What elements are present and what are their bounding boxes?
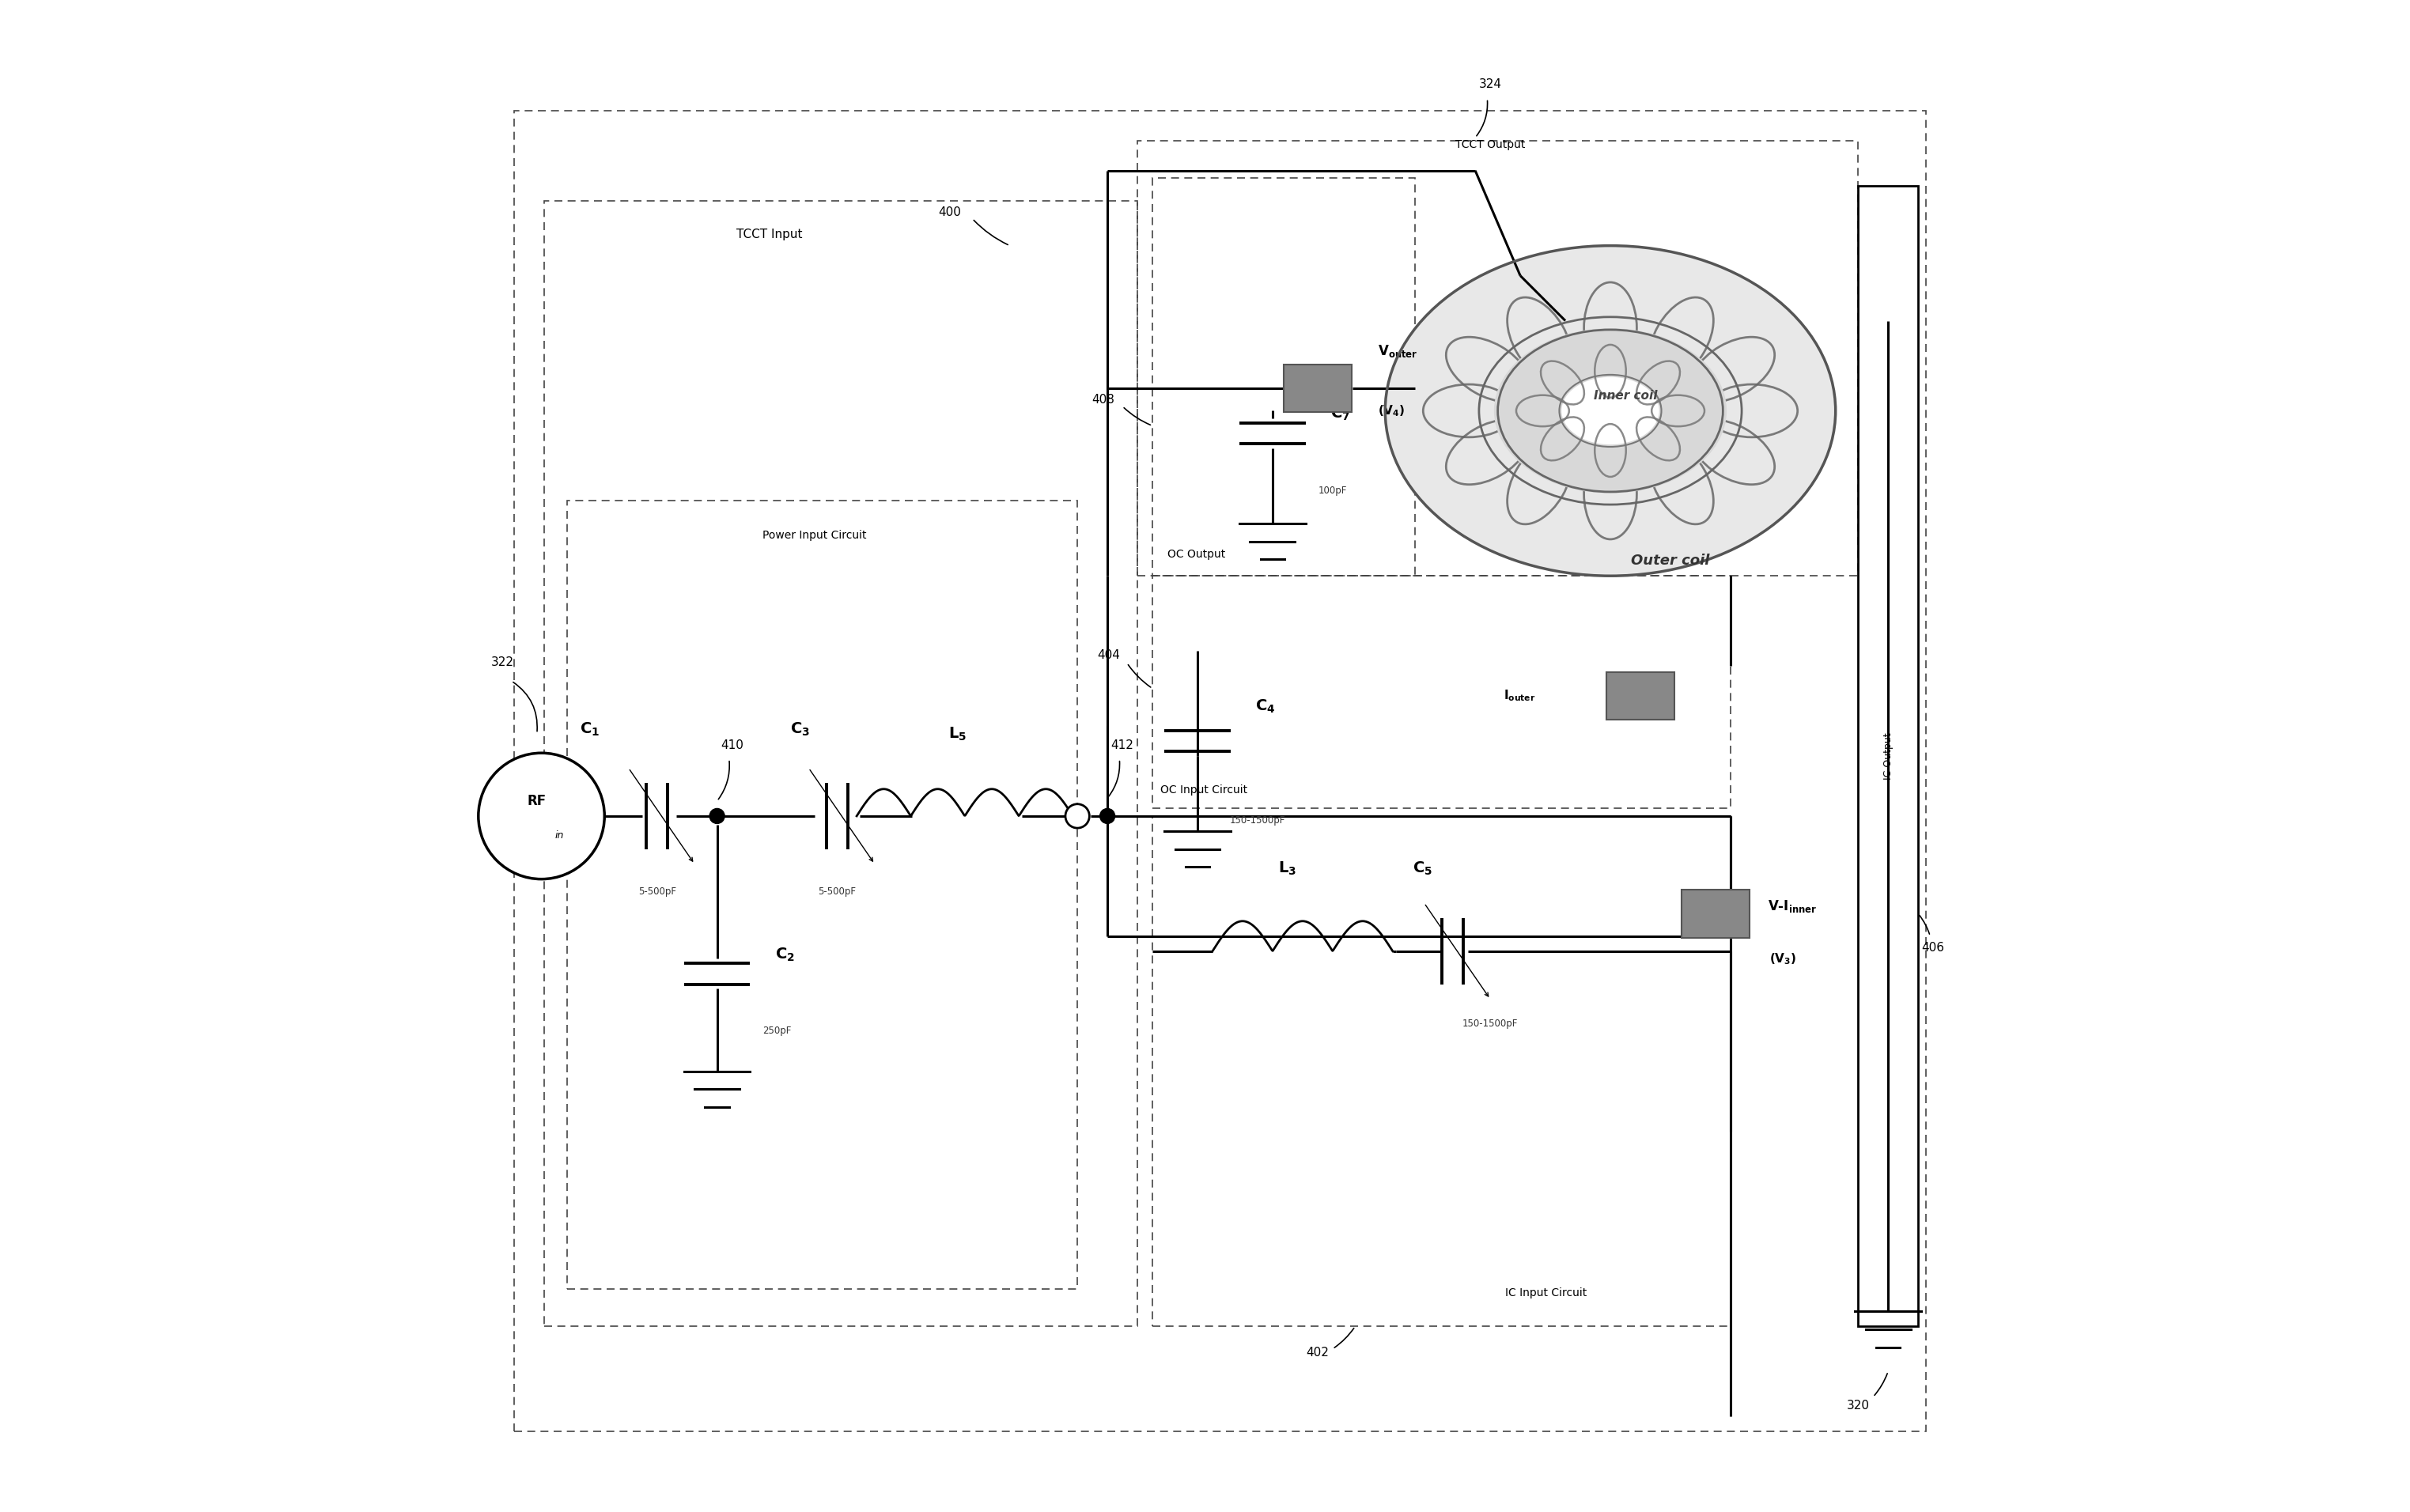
Ellipse shape <box>1494 328 1726 493</box>
Text: 322: 322 <box>492 656 513 668</box>
Text: $\mathbf{C_4}$: $\mathbf{C_4}$ <box>1256 699 1275 715</box>
Text: Inner coil: Inner coil <box>1593 390 1658 402</box>
Circle shape <box>477 753 605 878</box>
Text: 5-500pF: 5-500pF <box>819 886 856 897</box>
Text: $\mathbf{(V_4)}$: $\mathbf{(V_4)}$ <box>1379 404 1405 419</box>
Text: Outer coil: Outer coil <box>1632 553 1709 569</box>
Text: TCCT Output: TCCT Output <box>1456 139 1526 151</box>
Text: $\mathbf{V}$-$\mathbf{I_{inner}}$: $\mathbf{V}$-$\mathbf{I_{inner}}$ <box>1769 898 1817 915</box>
Text: 320: 320 <box>1846 1400 1870 1411</box>
Bar <box>1285 364 1352 413</box>
Text: in: in <box>554 830 564 841</box>
Text: OC Output: OC Output <box>1166 549 1224 561</box>
Text: 410: 410 <box>721 739 745 751</box>
Text: IC Input Circuit: IC Input Circuit <box>1506 1288 1586 1299</box>
Bar <box>1682 889 1750 937</box>
Ellipse shape <box>1506 336 1716 485</box>
Text: $\mathbf{L_5}$: $\mathbf{L_5}$ <box>947 726 966 742</box>
Text: 412: 412 <box>1111 739 1133 751</box>
Text: IC Output: IC Output <box>1882 732 1894 780</box>
Circle shape <box>709 809 725 824</box>
Text: 324: 324 <box>1480 79 1501 91</box>
Text: $\mathbf{V_{outer}}$: $\mathbf{V_{outer}}$ <box>1379 343 1417 358</box>
Ellipse shape <box>1562 376 1658 445</box>
Text: 400: 400 <box>937 206 962 218</box>
Text: 406: 406 <box>1921 942 1945 954</box>
Text: $\mathbf{C_1}$: $\mathbf{C_1}$ <box>578 721 600 738</box>
Text: 404: 404 <box>1097 649 1121 661</box>
Text: 150-1500pF: 150-1500pF <box>1229 815 1285 826</box>
Text: 5-500pF: 5-500pF <box>639 886 677 897</box>
Text: 408: 408 <box>1092 393 1113 405</box>
Bar <box>1607 671 1675 720</box>
Text: $\mathbf{C_7}$: $\mathbf{C_7}$ <box>1330 405 1350 422</box>
Text: TCCT Input: TCCT Input <box>737 228 803 240</box>
Text: RF: RF <box>528 794 547 807</box>
Ellipse shape <box>1386 245 1836 576</box>
Text: $\mathbf{C_5}$: $\mathbf{C_5}$ <box>1412 860 1432 877</box>
Text: $\mathbf{C_2}$: $\mathbf{C_2}$ <box>774 947 795 963</box>
Text: 150-1500pF: 150-1500pF <box>1463 1018 1518 1028</box>
Text: $\mathbf{I_{outer}}$: $\mathbf{I_{outer}}$ <box>1504 688 1535 703</box>
Text: $\mathbf{C_3}$: $\mathbf{C_3}$ <box>790 721 810 738</box>
Circle shape <box>1065 804 1089 829</box>
Circle shape <box>1099 809 1116 824</box>
Text: $\mathbf{(V_3)}$: $\mathbf{(V_3)}$ <box>1769 951 1798 966</box>
Text: 402: 402 <box>1306 1347 1328 1359</box>
Text: OC Input Circuit: OC Input Circuit <box>1159 785 1246 795</box>
Text: 100pF: 100pF <box>1318 485 1347 496</box>
Text: $\mathbf{L_3}$: $\mathbf{L_3}$ <box>1277 860 1297 877</box>
Text: 250pF: 250pF <box>762 1025 790 1036</box>
Text: Power Input Circuit: Power Input Circuit <box>762 529 868 541</box>
